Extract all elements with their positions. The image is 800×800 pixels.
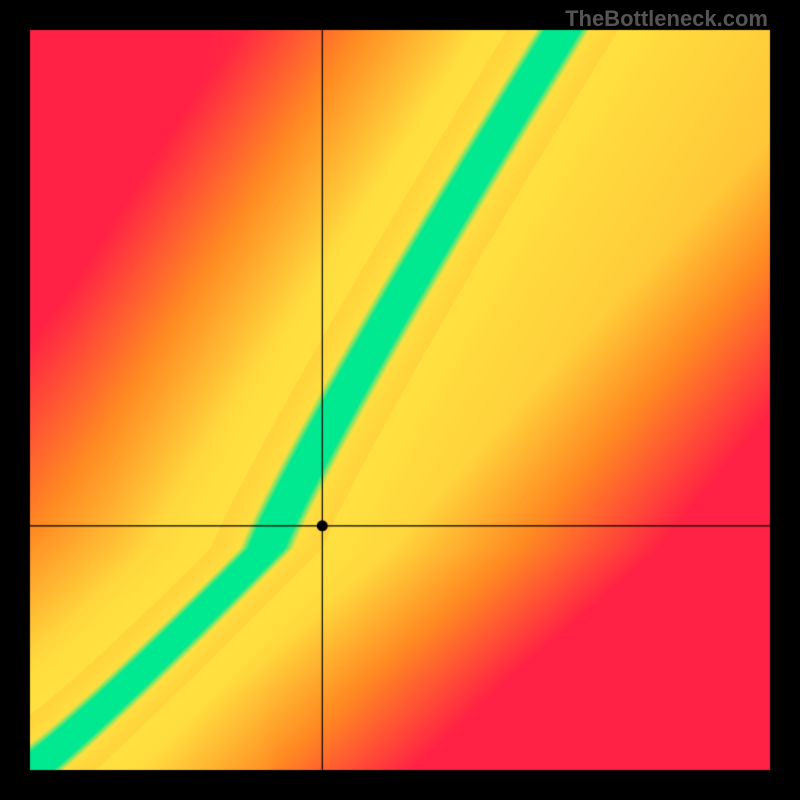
watermark-text: TheBottleneck.com — [565, 6, 768, 32]
bottleneck-heatmap — [0, 0, 800, 800]
